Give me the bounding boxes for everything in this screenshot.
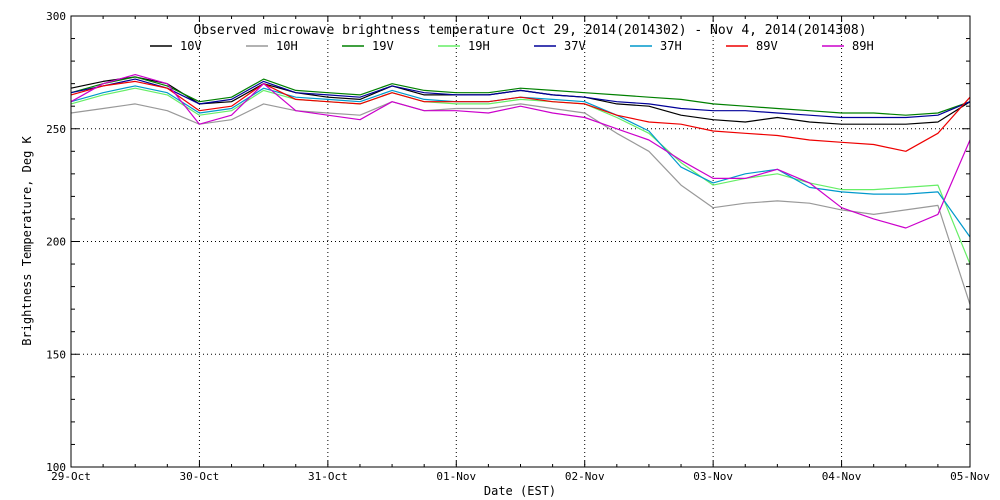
x-tick-label: 01-Nov xyxy=(436,470,476,483)
series-line-19h xyxy=(70,87,971,265)
legend-label-10h: 10H xyxy=(276,39,298,53)
legend-label-89v: 89V xyxy=(756,39,778,53)
grid-lines xyxy=(71,16,970,467)
x-axis-label: Date (EST) xyxy=(484,484,556,498)
y-tick-label: 100 xyxy=(46,461,66,474)
legend: 10V 10H 19V 19H 37V 37H 89V 89H xyxy=(150,39,874,53)
series-line-10h xyxy=(70,101,971,305)
y-axis-label: Brightness Temperature, Deg K xyxy=(20,135,34,345)
x-tick-label: 04-Nov xyxy=(822,470,862,483)
legend-label-19h: 19H xyxy=(468,39,490,53)
y-tick-label: 300 xyxy=(46,10,66,23)
y-tick-label: 200 xyxy=(46,236,66,249)
tick-labels: 29-Oct 30-Oct 31-Oct 01-Nov 02-Nov 03-Nov 04-N… xyxy=(46,10,990,483)
legend-label-10v: 10V xyxy=(180,39,202,53)
series-line-37v xyxy=(70,78,971,119)
x-tick-label: 29-Oct xyxy=(51,470,91,483)
series-line-19v xyxy=(70,76,971,116)
x-tick-label: 30-Oct xyxy=(180,470,220,483)
x-tick-label: 02-Nov xyxy=(565,470,605,483)
x-tick-label: 03-Nov xyxy=(693,470,733,483)
series-line-89v xyxy=(70,80,971,152)
legend-label-37h: 37H xyxy=(660,39,682,53)
axis-ticks xyxy=(70,15,971,468)
series-line-89h xyxy=(70,73,971,229)
series-line-37h xyxy=(70,85,971,238)
legend-label-19v: 19V xyxy=(372,39,394,53)
x-tick-label: 05-Nov xyxy=(950,470,990,483)
chart-title: Observed microwave brightness temperatur… xyxy=(193,23,866,38)
x-tick-label: 31-Oct xyxy=(308,470,348,483)
legend-label-89h: 89H xyxy=(852,39,874,53)
legend-label-37v: 37V xyxy=(564,39,586,53)
y-tick-label: 150 xyxy=(46,348,66,361)
y-tick-label: 250 xyxy=(46,123,66,136)
series-lines xyxy=(70,73,971,305)
